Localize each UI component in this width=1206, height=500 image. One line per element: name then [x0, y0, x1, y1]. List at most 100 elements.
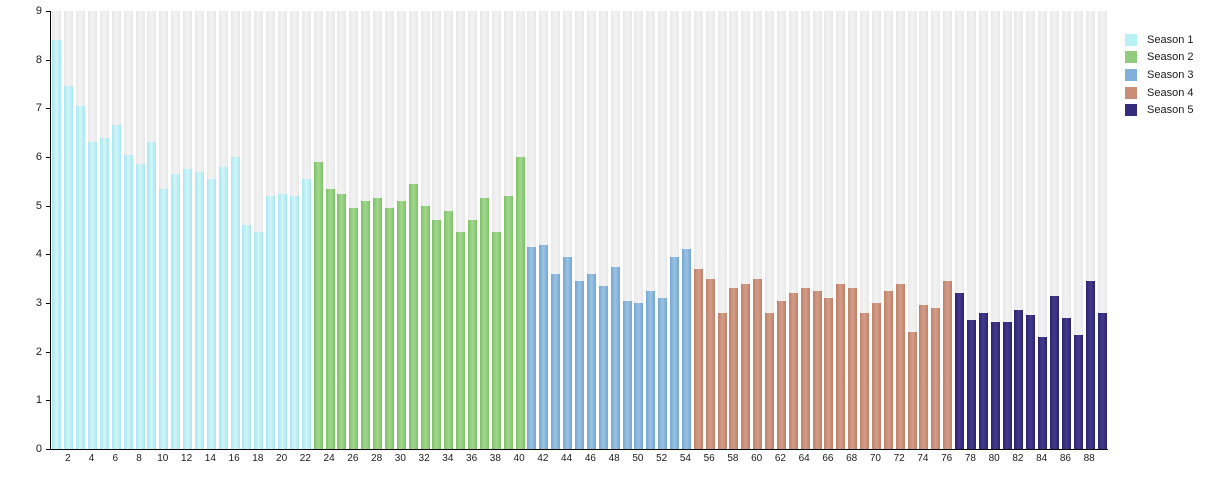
legend-label: Season 3: [1147, 68, 1194, 81]
episode-bar: [491, 232, 501, 449]
bar-slot: [538, 11, 550, 449]
episode-bar: [670, 256, 679, 449]
backdrop-stripe: [693, 11, 703, 449]
backdrop-stripe: [681, 11, 691, 449]
bar-slot: [158, 11, 170, 449]
x-tick-label: 46: [584, 453, 596, 464]
episode-bar: [693, 268, 703, 449]
episode-bar: [254, 232, 264, 449]
episode-bar: [99, 137, 109, 449]
bar-slot: [787, 11, 799, 449]
backdrop-stripe: [551, 11, 561, 449]
x-tick-label: 28: [371, 453, 383, 464]
backdrop-stripe: [966, 11, 976, 449]
bar-slot: [277, 11, 289, 449]
episode-bar: [955, 293, 965, 449]
x-tick-label: 60: [751, 453, 763, 464]
bar-slot: [859, 11, 871, 449]
backdrop-stripe: [741, 11, 751, 449]
x-tick-label: 82: [1012, 453, 1024, 464]
x-tick-label: 52: [656, 453, 668, 464]
episode-bar: [646, 290, 656, 449]
episode-bar: [586, 273, 596, 449]
episode-bar: [658, 298, 668, 449]
bar-slot: [1096, 11, 1108, 449]
bar-slot: [906, 11, 918, 449]
bar-slot: [669, 11, 681, 449]
bar-slot: [1049, 11, 1061, 449]
bar-slot: [609, 11, 621, 449]
backdrop-stripe: [931, 11, 941, 449]
episode-bar: [800, 288, 810, 449]
x-tick-label: 80: [988, 453, 1000, 464]
episode-bar: [753, 278, 763, 449]
y-tick-label: 0: [35, 443, 42, 455]
bar-slot: [122, 11, 134, 449]
episode-bar: [836, 283, 846, 449]
bar-slot: [265, 11, 277, 449]
bar-slot: [110, 11, 122, 449]
x-tick-label: 32: [418, 453, 430, 464]
y-tick: [46, 11, 50, 12]
y-tick: [46, 303, 50, 304]
x-tick-label: 24: [323, 453, 335, 464]
episode-bar: [1038, 337, 1048, 449]
y-tick: [46, 108, 50, 110]
bar-slot: [348, 11, 360, 449]
y-tick: [46, 157, 50, 158]
bar-slot: [657, 11, 669, 449]
backdrop-stripe: [610, 11, 620, 449]
x-tick-label: 66: [822, 453, 834, 464]
episode-bar: [610, 266, 620, 449]
episode-bar: [503, 195, 513, 449]
bar-slot: [977, 11, 989, 449]
backdrop-stripe: [670, 11, 679, 449]
bar-slot: [360, 11, 372, 449]
bar-slot: [1013, 11, 1025, 449]
legend-item-season-2: Season 2: [1125, 49, 1193, 67]
bar-slot: [965, 11, 977, 449]
y-tick-label: 1: [35, 394, 42, 407]
legend: Season 1 Season 2 Season 3 Season 4 Season 5: [1125, 31, 1193, 119]
backdrop-stripe: [254, 11, 264, 449]
episode-bar: [301, 178, 311, 449]
backdrop-stripe: [812, 11, 822, 449]
plot-area: [50, 11, 1108, 450]
episode-bar: [171, 174, 181, 449]
x-tick-label: 34: [442, 453, 454, 464]
bar-slot: [692, 11, 704, 449]
backdrop-stripe: [658, 11, 668, 449]
episode-bar: [206, 178, 216, 449]
episode-bar: [278, 193, 288, 449]
bar-slot: [479, 11, 491, 449]
backdrop-stripe: [943, 11, 953, 449]
legend-swatch: [1125, 68, 1137, 81]
y-tick: [46, 351, 50, 353]
bar-slot: [455, 11, 467, 449]
bar-slot: [490, 11, 502, 449]
episode-bar: [574, 281, 584, 449]
episode-bar: [1002, 322, 1012, 449]
bar-slot: [954, 11, 966, 449]
backdrop-stripe: [955, 11, 965, 449]
y-tick-label: 8: [35, 53, 42, 66]
backdrop-stripe: [836, 11, 846, 449]
bar-slot: [680, 11, 692, 449]
x-tick-label: 76: [941, 453, 953, 464]
bar-slot: [194, 11, 206, 449]
legend-item-season-3: Season 3: [1125, 66, 1193, 84]
y-tick-label: 2: [35, 345, 42, 358]
bar-slot: [289, 11, 301, 449]
bar-slot: [882, 11, 894, 449]
legend-label: Season 4: [1147, 86, 1194, 99]
x-tick-label: 78: [964, 453, 976, 464]
episode-bar: [76, 105, 86, 449]
x-tick-label: 4: [88, 453, 95, 464]
bar-slot: [1072, 11, 1084, 449]
x-tick-label: 18: [252, 453, 264, 464]
x-tick-label: 6: [112, 453, 119, 464]
episode-bar: [907, 332, 917, 449]
episode-bar: [812, 290, 822, 449]
bar-slot: [407, 11, 419, 449]
x-tick-label: 54: [679, 453, 691, 464]
